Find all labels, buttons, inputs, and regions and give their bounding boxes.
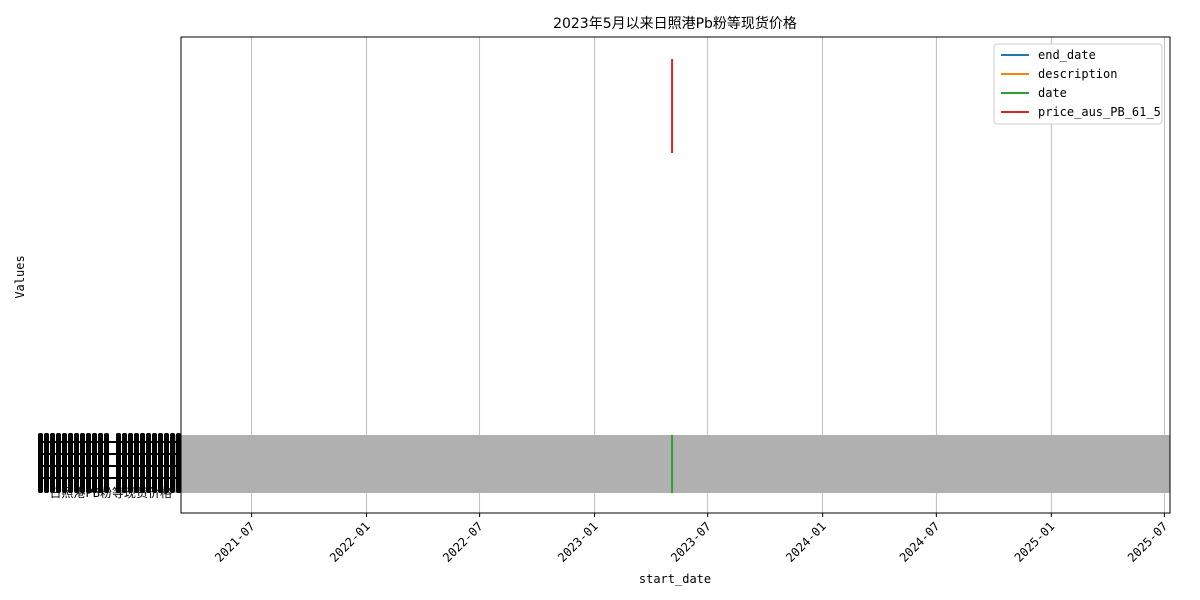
x-axis-label: start_date (639, 572, 711, 586)
legend-entry: date (1038, 86, 1067, 100)
legend-entry: description (1038, 67, 1117, 81)
band-labels: 日照港PB粉等现货价格 (38, 433, 181, 500)
legend-box (993, 43, 1163, 125)
legend-entry: end_date (1038, 48, 1096, 62)
y-axis-label: Values (13, 255, 27, 298)
chart-title: 2023年5月以来日照港Pb粉等现货价格 (553, 15, 797, 32)
plot-frame (180, 36, 1171, 514)
legend: end_date description date price_aus_PB_61_5 (993, 43, 1163, 125)
legend-entry: price_aus_PB_61_5 (1038, 105, 1161, 119)
